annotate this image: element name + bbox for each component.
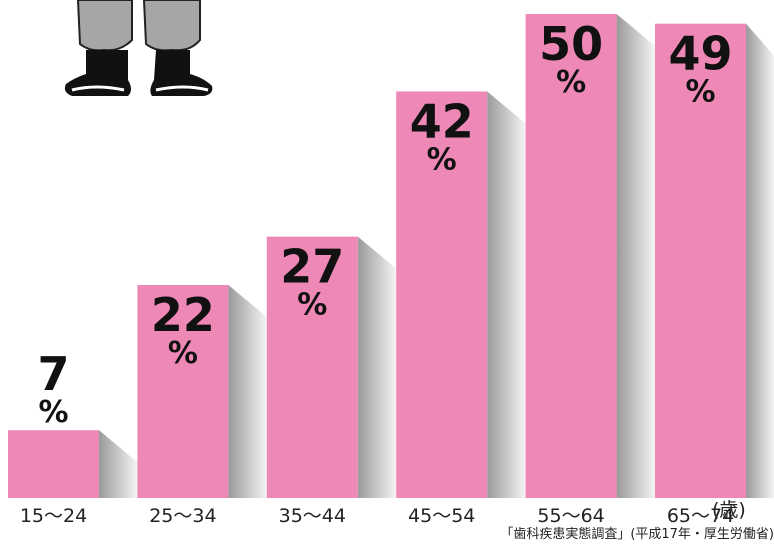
bar-shadow xyxy=(746,24,774,498)
bar-shadow xyxy=(487,91,525,498)
x-tick-label: 55～64 xyxy=(537,505,604,527)
bar-shadow xyxy=(617,14,655,498)
x-tick-label: 35～44 xyxy=(279,505,346,527)
x-tick-label: 45～54 xyxy=(408,505,475,527)
feet-illustration xyxy=(65,0,212,96)
x-tick-label: 25～34 xyxy=(149,505,216,527)
bar-shadow xyxy=(358,237,396,498)
unit-label: (歳) xyxy=(712,499,746,521)
source: 「歯科疾患実態調査」(平成17年・厚生労働省) xyxy=(500,526,774,542)
x-tick-label: 15～24 xyxy=(20,505,87,527)
bar xyxy=(8,430,99,498)
bar-shadow xyxy=(99,430,137,498)
value-label: 7% xyxy=(37,347,69,430)
chart: 7%15～2422%25～3427%35～4442%45～5450%55～644… xyxy=(0,0,774,545)
bar-shadow xyxy=(228,285,266,498)
